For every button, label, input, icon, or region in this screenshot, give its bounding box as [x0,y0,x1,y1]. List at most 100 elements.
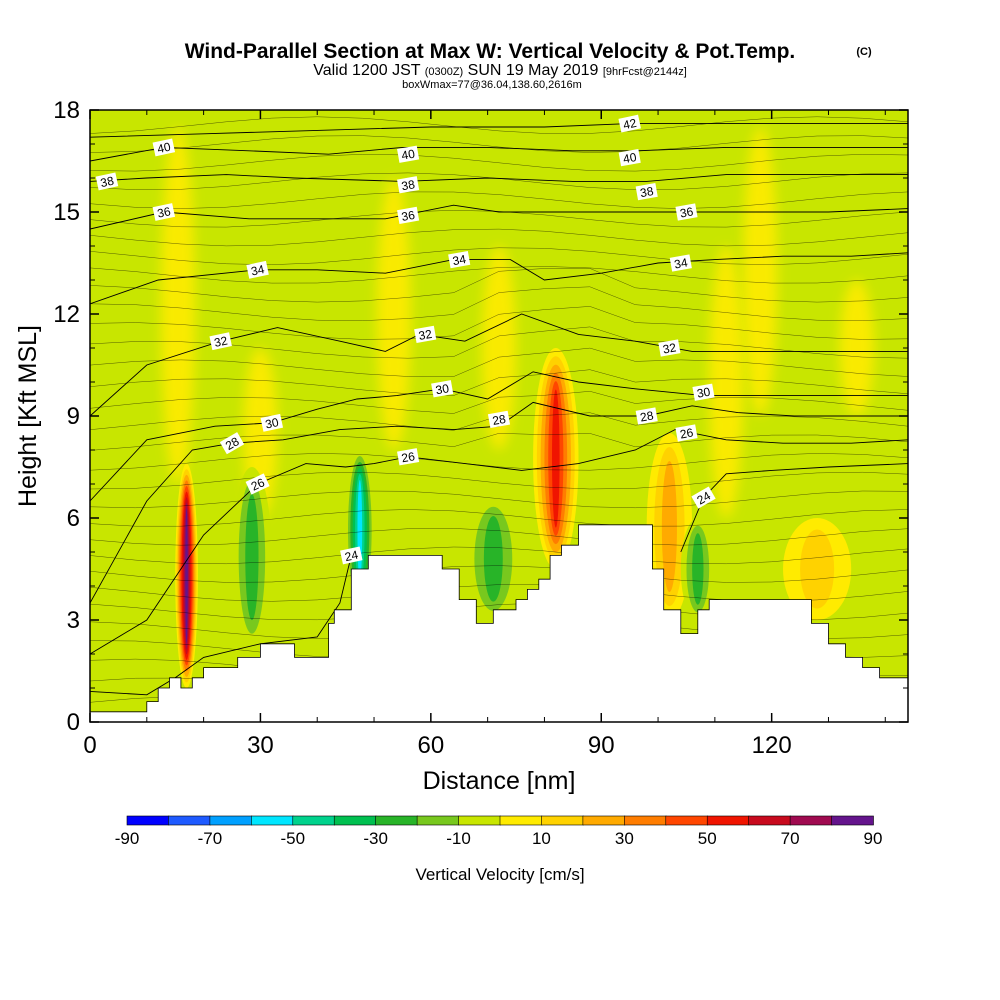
theta-label-text: 30 [696,385,712,401]
theta-label: 36 [152,203,176,221]
theta-label-bg [669,254,692,272]
colorbar-swatch [582,815,626,826]
updraft-streak [839,280,874,416]
colorbar-swatch [748,815,791,826]
x-tick-label: 30 [247,732,274,759]
theta-label: 32 [658,339,681,357]
theta-label-text: 42 [622,116,638,133]
colorbar-swatch [375,815,418,826]
colorbar-swatch [251,815,294,826]
theta-label-text: 36 [679,204,695,220]
theta-label-bg [152,138,176,157]
theta-contour-minor [90,433,908,451]
colorbar-swatch [789,815,833,826]
theta-label: 30 [260,413,284,432]
colorbar-swatch [706,815,750,826]
x-tick-label: 120 [752,732,792,759]
theta-label: 40 [152,138,176,157]
theta-contour-40 [90,146,908,162]
y-tick-label: 3 [67,607,80,634]
theta-label: 26 [675,424,698,442]
theta-label-text: 38 [99,174,115,191]
updraft-streak [743,127,778,416]
colorbar: -90 -70 -50 -30 -10 10 30 50 70 90 [115,815,883,848]
theta-label: 28 [487,410,511,429]
theta-label-text: 34 [673,255,689,271]
theta-label-text: 38 [400,177,416,193]
theta-label: 28 [219,432,245,455]
theta-label-text: 28 [639,408,655,424]
theta-contour-minor [90,266,908,284]
theta-label: 34 [246,260,269,279]
theta-contour-38 [90,174,908,182]
y-tick-label: 15 [53,199,80,226]
theta-contour-minor [90,565,908,583]
theta-label-text: 32 [662,340,678,356]
updraft-streak [376,178,411,450]
theta-label: 32 [414,325,437,344]
theta-label-text: 30 [434,381,450,397]
colorbar-swatch [333,815,377,826]
theta-label-bg [397,206,420,225]
theta-label-text: 32 [417,327,433,343]
theta-label-bg [431,380,454,398]
theta-label-bg [245,473,270,495]
colorbar-tick-label: -30 [363,829,388,848]
theta-label-bg [618,148,641,167]
theta-label-bg [675,203,698,221]
theta-label: 34 [448,250,471,269]
theta-label-text: 30 [264,415,280,432]
theta-label-text: 24 [694,488,713,507]
theta-label: 38 [635,182,658,201]
theta-contour-minor [90,347,908,377]
theta-label: 40 [397,145,420,163]
theta-label-bg [246,260,269,279]
y-axis-label: Height [Kft MSL] [14,325,42,507]
theta-contour-minor [90,490,908,509]
theta-label-bg [675,424,698,442]
theta-label-bg [487,410,511,429]
theta-label: 38 [95,172,119,191]
y-tick-label: 12 [53,301,80,328]
y-tick-label: 9 [67,403,80,430]
chart-subtitle: Valid 1200 JST (0300Z) SUN 19 May 2019 [… [313,62,687,79]
theta-label-text: 34 [250,262,266,279]
velocity-cell [483,515,503,602]
theta-contour-minor [90,172,908,190]
theta-label: 26 [397,448,420,466]
colorbar-tick-label: 50 [698,829,717,848]
colorbar-tick-label: -10 [446,829,471,848]
colorbar-tick-label: 70 [781,829,800,848]
theta-contour-minor [90,154,908,172]
theta-contour-minor [90,391,908,414]
velocity-cell [800,529,835,609]
subtitle-utc: (0300Z) [425,66,464,78]
theta-label-bg [209,332,232,351]
theta-label: 24 [691,486,716,509]
colorbar-swatch [541,815,584,826]
theta-contour-minor [90,247,908,265]
theta-label-text: 32 [213,333,229,350]
theta-label-text: 26 [400,449,416,465]
theta-label-text: 28 [223,434,242,453]
velocity-cell [692,533,704,605]
theta-contour-36 [90,204,908,230]
chart-title: Wind-Parallel Section at Max W: Vertical… [185,40,796,63]
theta-contour-32 [90,313,908,417]
colorbar-tick-label: 10 [532,829,551,848]
colorbar-swatch [458,815,501,826]
theta-label-text: 28 [491,412,507,428]
theta-label-bg [397,176,420,194]
theta-label: 26 [245,473,270,495]
y-tick-label: 6 [67,505,80,532]
theta-label-bg [397,448,420,466]
colorbar-swatch [209,815,253,826]
velocity-cell [245,494,259,621]
colorbar-tick-label: 90 [864,829,883,848]
theta-label-text: 26 [249,475,267,493]
theta-label-bg [397,145,420,163]
updraft-streak [709,246,744,518]
colorbar-swatch [624,815,667,826]
theta-label-bg [635,407,658,425]
